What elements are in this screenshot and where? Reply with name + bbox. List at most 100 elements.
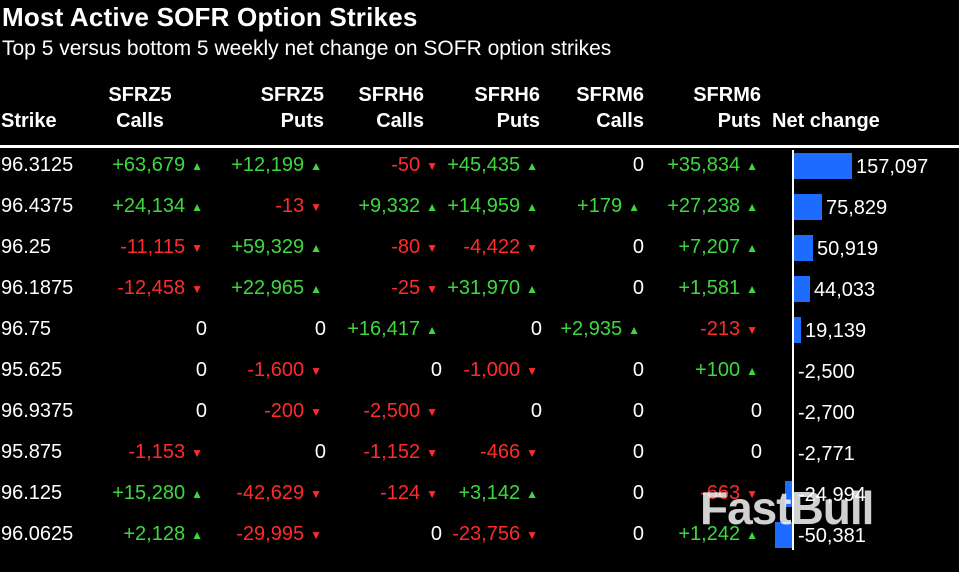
net-change-label: 44,033 bbox=[814, 279, 876, 301]
value-cell: +2,935 ▲ bbox=[560, 309, 640, 350]
down-arrow-icon: ▼ bbox=[191, 446, 203, 460]
value-cell: 0 bbox=[531, 391, 542, 432]
value-text: -200 bbox=[264, 400, 305, 422]
chart-subtitle: Top 5 versus bottom 5 weekly net change … bbox=[2, 37, 612, 60]
net-change-label: -2,700 bbox=[798, 402, 855, 424]
net-change-bar bbox=[794, 235, 813, 261]
value-cell: +14,959 ▲ bbox=[447, 186, 538, 227]
value-cell: 0 bbox=[196, 350, 207, 391]
value-text: -466 bbox=[480, 441, 521, 463]
value-cell: +9,332 ▲ bbox=[358, 186, 438, 227]
down-arrow-icon: ▼ bbox=[310, 528, 322, 542]
value-text: 0 bbox=[750, 441, 762, 463]
value-cell: +35,834 ▲ bbox=[667, 145, 758, 186]
net-change-label: -50,381 bbox=[798, 525, 866, 547]
header-sfrh6-puts: SFRH6 Puts bbox=[430, 82, 540, 134]
down-arrow-icon: ▼ bbox=[310, 405, 322, 419]
up-arrow-icon: ▲ bbox=[746, 200, 758, 214]
value-cell: 0 bbox=[531, 309, 542, 350]
value-text: +63,679 bbox=[112, 154, 186, 176]
value-text: 0 bbox=[632, 277, 644, 299]
value-cell: -466 ▼ bbox=[480, 432, 538, 473]
value-cell: +179 ▲ bbox=[577, 186, 640, 227]
up-arrow-icon: ▲ bbox=[746, 282, 758, 296]
header-sfrh6-calls: SFRH6 Calls bbox=[330, 82, 424, 134]
value-text: -1,000 bbox=[463, 359, 521, 381]
header-line: SFRH6 bbox=[474, 84, 540, 106]
value-text: +9,332 bbox=[358, 195, 421, 217]
value-cell: -2,500 ▼ bbox=[363, 391, 438, 432]
value-cell: -200 ▼ bbox=[264, 391, 322, 432]
net-change-bar bbox=[794, 276, 810, 302]
value-text: 0 bbox=[632, 523, 644, 545]
value-text: +31,970 bbox=[447, 277, 521, 299]
value-text: +12,199 bbox=[231, 154, 305, 176]
down-arrow-icon: ▼ bbox=[426, 282, 438, 296]
up-arrow-icon: ▲ bbox=[191, 200, 203, 214]
table-row: 96.25 -11,115 ▼ +59,329 ▲ -80 ▼ -4,422 ▼ 0 +7,207 ▲… bbox=[0, 227, 959, 268]
value-cell: +12,199 ▲ bbox=[231, 145, 322, 186]
value-text: -50 bbox=[391, 154, 421, 176]
header-line: Puts bbox=[717, 110, 761, 132]
header-line: Calls bbox=[116, 110, 164, 132]
value-text: -13 bbox=[275, 195, 305, 217]
value-cell: +1,581 ▲ bbox=[678, 268, 758, 309]
strike-cell: 96.4375 bbox=[1, 195, 74, 217]
header-line: SFRZ5 bbox=[260, 84, 324, 106]
header-strike: Strike bbox=[1, 82, 101, 134]
value-text: 0 bbox=[195, 400, 207, 422]
value-cell: 0 bbox=[751, 432, 762, 473]
down-arrow-icon: ▼ bbox=[310, 364, 322, 378]
header-line: SFRZ5 bbox=[108, 84, 172, 106]
down-arrow-icon: ▼ bbox=[191, 241, 203, 255]
value-text: -2,500 bbox=[363, 400, 421, 422]
value-cell: -663 ▼ bbox=[700, 473, 758, 514]
strike-cell: 96.25 bbox=[1, 236, 52, 258]
value-text: +100 bbox=[695, 359, 741, 381]
up-arrow-icon: ▲ bbox=[310, 241, 322, 255]
value-text: +2,935 bbox=[560, 318, 623, 340]
header-line: Calls bbox=[376, 110, 424, 132]
up-arrow-icon: ▲ bbox=[426, 323, 438, 337]
up-arrow-icon: ▲ bbox=[746, 528, 758, 542]
value-cell: -213 ▼ bbox=[700, 309, 758, 350]
value-cell: 0 bbox=[633, 391, 644, 432]
value-text: +2,128 bbox=[123, 523, 186, 545]
value-cell: -29,995 ▼ bbox=[236, 514, 322, 555]
header-divider bbox=[0, 145, 959, 148]
value-cell: 0 bbox=[751, 391, 762, 432]
value-text: 0 bbox=[430, 523, 442, 545]
value-cell: 0 bbox=[633, 268, 644, 309]
value-cell: +2,128 ▲ bbox=[123, 514, 203, 555]
value-text: -213 bbox=[700, 318, 741, 340]
value-text: -4,422 bbox=[463, 236, 521, 258]
header-line bbox=[1, 82, 101, 108]
value-cell: +15,280 ▲ bbox=[112, 473, 203, 514]
net-change-label: 75,829 bbox=[826, 197, 888, 219]
up-arrow-icon: ▲ bbox=[746, 364, 758, 378]
value-cell: 0 bbox=[633, 350, 644, 391]
down-arrow-icon: ▼ bbox=[426, 241, 438, 255]
value-text: 0 bbox=[314, 318, 326, 340]
value-text: 0 bbox=[314, 441, 326, 463]
header-line: Net change bbox=[772, 110, 880, 132]
value-text: -1,153 bbox=[128, 441, 186, 463]
value-cell: -42,629 ▼ bbox=[236, 473, 322, 514]
value-text: +3,142 bbox=[458, 482, 521, 504]
value-text: -1,600 bbox=[247, 359, 305, 381]
value-text: 0 bbox=[530, 318, 542, 340]
value-cell: 0 bbox=[196, 391, 207, 432]
down-arrow-icon: ▼ bbox=[426, 159, 438, 173]
value-cell: +45,435 ▲ bbox=[447, 145, 538, 186]
down-arrow-icon: ▼ bbox=[746, 323, 758, 337]
up-arrow-icon: ▲ bbox=[310, 282, 322, 296]
strike-cell: 96.9375 bbox=[1, 400, 74, 422]
value-text: +14,959 bbox=[447, 195, 521, 217]
up-arrow-icon: ▲ bbox=[310, 159, 322, 173]
value-text: +59,329 bbox=[231, 236, 305, 258]
value-cell: +24,134 ▲ bbox=[112, 186, 203, 227]
value-text: +45,435 bbox=[447, 154, 521, 176]
value-text: +1,581 bbox=[678, 277, 741, 299]
header-line: SFRH6 bbox=[358, 84, 424, 106]
value-cell: +7,207 ▲ bbox=[678, 227, 758, 268]
